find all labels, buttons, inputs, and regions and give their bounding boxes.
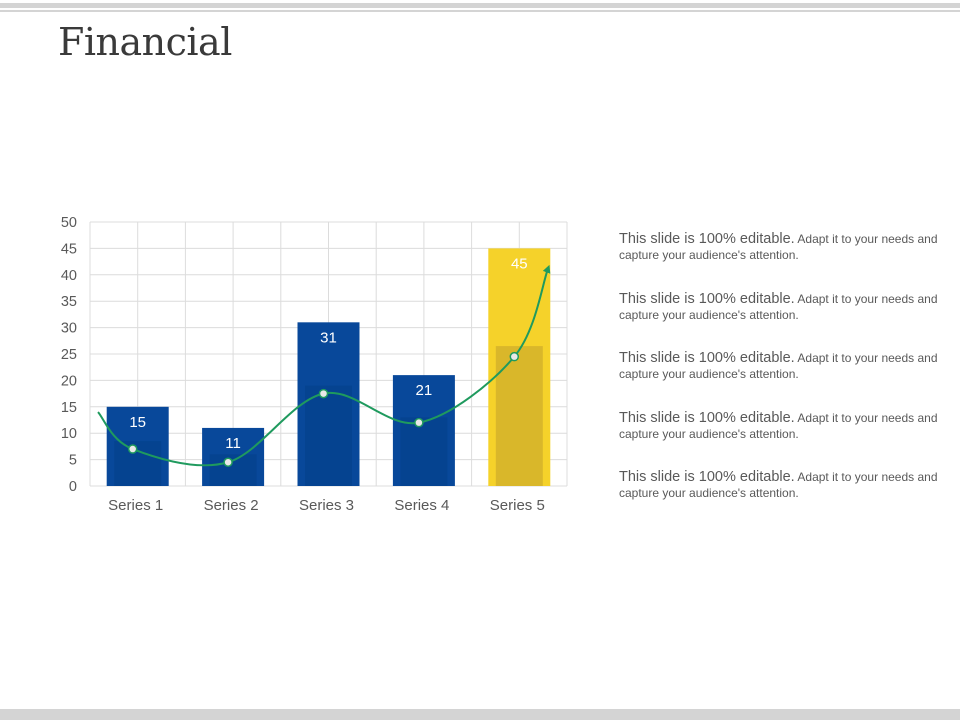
top-rule-thin <box>0 10 960 12</box>
x-tick-label: Series 3 <box>299 497 354 514</box>
note-item: This slide is 100% editable. Adapt it to… <box>619 291 939 351</box>
note-lead: This slide is 100% editable. <box>619 469 795 485</box>
y-tick-label: 35 <box>61 294 77 310</box>
y-tick-label: 10 <box>61 426 77 442</box>
y-tick-label: 15 <box>61 400 77 416</box>
bottom-bar <box>0 709 960 720</box>
bar-inner <box>114 441 162 486</box>
note-item: This slide is 100% editable. Adapt it to… <box>619 469 939 529</box>
note-lead: This slide is 100% editable. <box>619 350 795 366</box>
trend-point <box>318 388 329 399</box>
y-tick-label: 40 <box>61 268 77 284</box>
x-tick-label: Series 4 <box>394 497 449 514</box>
note-body: Adapt it to your needs and capture your … <box>619 410 938 441</box>
financial-chart: 0 5 10 15 20 25 30 35 40 45 50 15 11 31 21 45 Series 1 Se… <box>61 215 568 514</box>
note-item: This slide is 100% editable. Adapt it to… <box>619 350 939 410</box>
note-lead: This slide is 100% editable. <box>619 409 795 426</box>
bar-inner <box>400 417 448 486</box>
y-tick-label: 30 <box>61 321 77 337</box>
bar-inner <box>209 454 257 486</box>
y-tick-label: 45 <box>61 241 77 257</box>
y-tick-label: 5 <box>69 453 77 469</box>
top-rule <box>0 3 960 8</box>
data-label: 11 <box>225 435 241 452</box>
trend-point <box>223 457 233 467</box>
data-label: 15 <box>129 414 146 431</box>
note-body: Adapt it to your needs and capture your … <box>619 291 938 322</box>
trend-point <box>509 351 520 362</box>
y-tick-label: 0 <box>69 479 77 495</box>
trend-point <box>414 417 424 428</box>
x-tick-label: Series 5 <box>490 497 545 514</box>
data-label: 45 <box>511 255 528 272</box>
note-lead: This slide is 100% editable. <box>619 231 795 247</box>
bar-inner <box>305 385 352 486</box>
notes-list: This slide is 100% editable. Adapt it to… <box>619 231 939 529</box>
data-label: 21 <box>416 382 433 399</box>
note-item: This slide is 100% editable. Adapt it to… <box>619 410 939 470</box>
y-tick-label: 50 <box>61 215 77 231</box>
x-tick-label: Series 2 <box>204 497 259 514</box>
note-body: Adapt it to your needs and capture your … <box>619 351 938 381</box>
trend-point <box>127 444 138 454</box>
note-item: This slide is 100% editable. Adapt it to… <box>619 231 939 291</box>
data-label: 31 <box>320 329 337 346</box>
note-body: Adapt it to your needs and capture your … <box>619 470 938 500</box>
x-tick-label: Series 1 <box>108 497 163 514</box>
y-tick-label: 25 <box>61 347 77 363</box>
y-tick-label: 20 <box>61 373 77 389</box>
slide-title: Financial <box>58 20 232 64</box>
bar-inner <box>495 346 543 486</box>
note-body: Adapt it to your needs and capture your … <box>619 232 938 262</box>
note-lead: This slide is 100% editable. <box>619 290 795 307</box>
